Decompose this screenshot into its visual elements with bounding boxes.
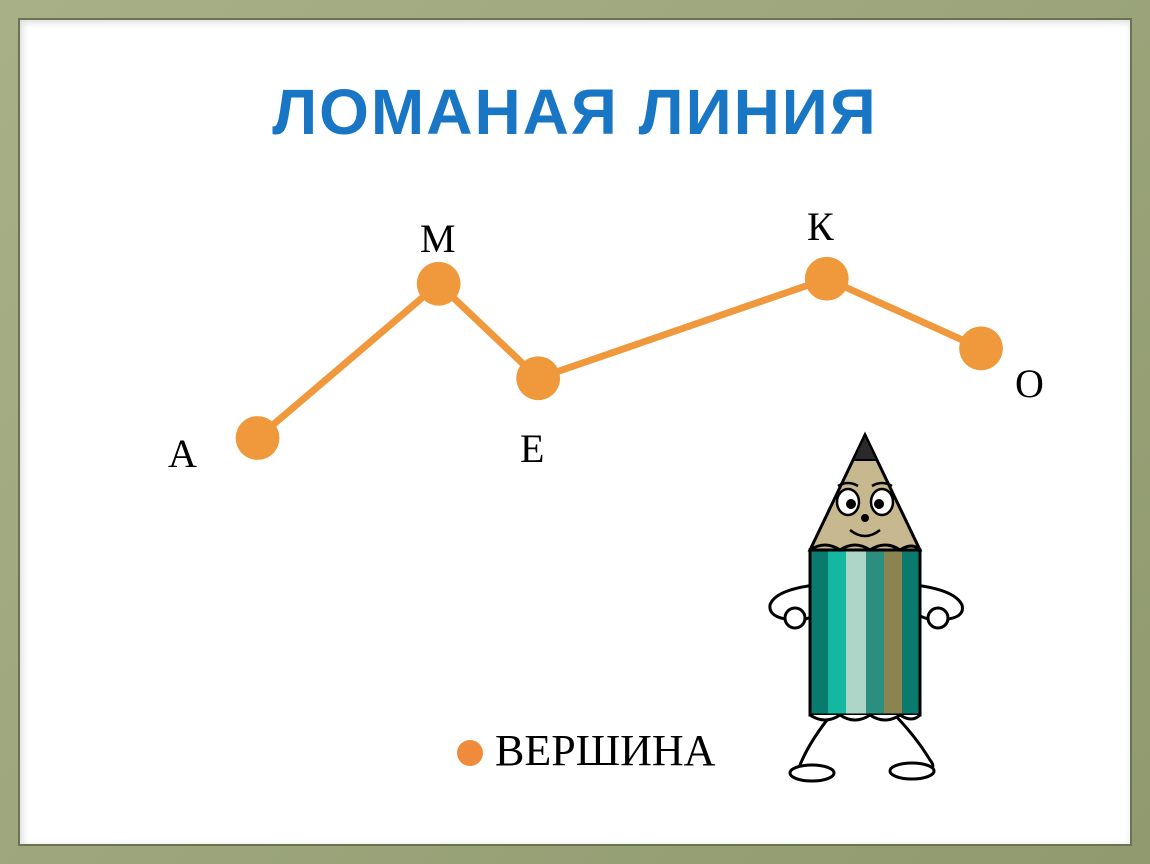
vertex-label-K: К [807, 203, 834, 250]
segment-K-O [827, 279, 981, 349]
pencil-foot-right [890, 763, 934, 779]
segment-A-M [258, 284, 439, 438]
segment-E-K [538, 279, 827, 379]
pencil-hand-left [785, 608, 805, 628]
vertex-label-M: М [420, 215, 456, 262]
vertex-label-O: О [1015, 360, 1044, 407]
vertex-E [516, 356, 560, 400]
vertex-label-E: Е [520, 425, 544, 472]
vertex-label-A: А [168, 430, 197, 477]
vertex-K [805, 257, 849, 301]
pencil-foot-left [790, 765, 834, 781]
pencil-character [740, 420, 1000, 790]
pencil-hand-right [928, 608, 948, 628]
slide-frame: ЛОМАНАЯ ЛИНИЯ А М Е К [0, 0, 1150, 864]
vertex-M [417, 262, 461, 306]
polyline-segments [258, 279, 981, 438]
pencil-body [810, 550, 920, 720]
slide-title: ЛОМАНАЯ ЛИНИЯ [20, 75, 1130, 149]
pencil-character-svg [740, 420, 1000, 790]
vertex-A [236, 416, 280, 460]
pencil-head [810, 435, 920, 550]
slide-canvas: ЛОМАНАЯ ЛИНИЯ А М Е К [18, 18, 1132, 846]
slide-content: ЛОМАНАЯ ЛИНИЯ А М Е К [20, 20, 1130, 844]
segment-M-E [439, 284, 539, 379]
legend-vertex-dot [457, 740, 483, 766]
legend-vertex-text: ВЕРШИНА [495, 725, 715, 776]
vertex-O [959, 327, 1003, 371]
